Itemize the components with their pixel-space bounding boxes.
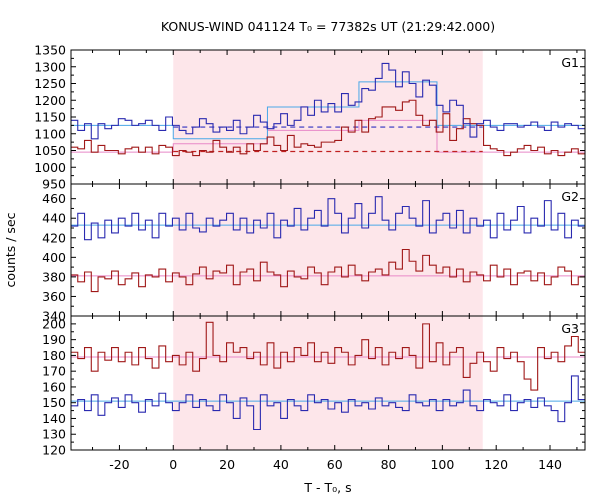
- y-tick-label: 1300: [34, 59, 66, 74]
- x-tick-label: 100: [430, 457, 454, 472]
- x-tick-label: -20: [109, 457, 129, 472]
- x-tick-label: 60: [327, 457, 343, 472]
- x-tick-label: 140: [538, 457, 562, 472]
- x-tick-label: 20: [219, 457, 235, 472]
- shaded-interval: [173, 316, 483, 450]
- y-tick-label: 360: [42, 289, 66, 304]
- panel-g2: 340 360 380 400 420 440 460 G2: [42, 183, 586, 324]
- y-tick-label: 380: [42, 269, 66, 284]
- y-tick-label: 400: [42, 250, 66, 265]
- y-tick-label: 1050: [34, 143, 66, 158]
- y-tick-label: 160: [42, 379, 66, 394]
- lower-series: [71, 99, 585, 157]
- upper-series: [71, 196, 585, 241]
- panel-frame: [70, 315, 586, 451]
- x-tick-label: 80: [381, 457, 397, 472]
- upper-series: [71, 375, 585, 431]
- x-tick-label: 0: [169, 457, 177, 472]
- y-tick-label: 1100: [34, 126, 66, 141]
- y-tick-label: 120: [42, 443, 66, 458]
- y-tick-label: 460: [42, 191, 66, 206]
- y-tick-label: 420: [42, 230, 66, 245]
- y-tick-label: 200: [42, 316, 66, 331]
- y-tick-label: 140: [42, 411, 66, 426]
- upper-fit-line: [71, 81, 585, 140]
- y-tick-label: 1000: [34, 160, 66, 175]
- plot-area: [71, 321, 585, 431]
- x-tick-label: 120: [484, 457, 508, 472]
- y-tick-label: 440: [42, 211, 66, 226]
- lower-series: [71, 248, 585, 293]
- y-tick-label: 130: [42, 427, 66, 442]
- panels: 95010001050110011501200125013001350G1340…: [34, 43, 586, 472]
- plot-area: [71, 196, 585, 293]
- lower-fit-line: [71, 119, 585, 153]
- shaded-interval: [173, 50, 483, 184]
- y-tick-label: 1200: [34, 93, 66, 108]
- y-tick-label: 340: [42, 309, 66, 324]
- panel-label: G2: [561, 189, 579, 204]
- lower-series: [71, 321, 585, 391]
- y-tick-label: 950: [42, 177, 66, 192]
- plot-area: [71, 62, 585, 157]
- y-tick-label: 1150: [34, 110, 66, 125]
- y-axis-label: counts / sec: [3, 212, 18, 287]
- y-tick-label: 170: [42, 364, 66, 379]
- y-tick-label: 190: [42, 332, 66, 347]
- panel-label: G3: [561, 321, 579, 336]
- panel-label: G1: [561, 55, 579, 70]
- y-tick-label: 1250: [34, 76, 66, 91]
- y-tick-label: 180: [42, 348, 66, 363]
- x-axis-label: T - T₀, s: [303, 480, 351, 495]
- upper-series: [71, 62, 585, 140]
- x-tick-label: 40: [273, 457, 289, 472]
- y-tick-label: 150: [42, 395, 66, 410]
- y-tick-label: 1350: [34, 43, 66, 58]
- chart-title: KONUS-WIND 041124 T₀ = 77382s UT (21:29:…: [161, 19, 495, 34]
